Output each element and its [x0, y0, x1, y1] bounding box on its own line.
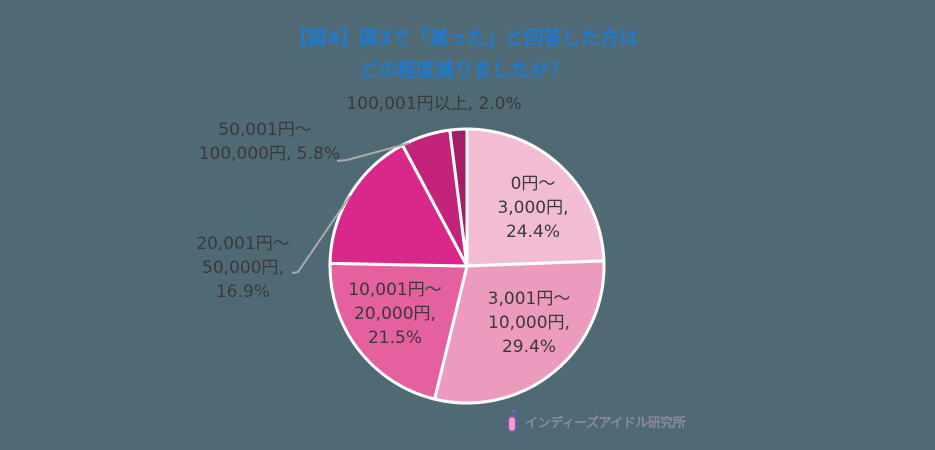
label-line: 100,000円, 5.8%	[198, 144, 340, 164]
label-line: 16.9%	[215, 282, 270, 302]
logo-text: インディーズアイドル研究所	[525, 415, 686, 431]
source-logo: インディーズアイドル研究所	[505, 408, 686, 434]
label-line: 50,000円,	[202, 258, 284, 278]
chart-title-line-1: 【図4】図3で「減った」と回答した方は	[288, 27, 639, 49]
pie-slice-6	[448, 127, 469, 268]
idol-lab-logo-icon	[507, 409, 517, 433]
label-line: 3,001円～	[487, 289, 571, 309]
pie-slice-1	[465, 127, 606, 268]
label-line: 29.4%	[501, 337, 556, 357]
label-line: 20,000円,	[354, 304, 436, 324]
chart-title-line-2: どの程度減りましたか？	[358, 59, 568, 81]
leader-line-5-8	[336, 142, 411, 162]
leader-line-16-9	[291, 195, 351, 274]
label-line: 21.5%	[367, 328, 422, 348]
pie-slice-2	[433, 259, 606, 405]
data-label-slice-2: 3,001円～ 10,000円, 29.4%	[474, 287, 584, 359]
label-line: 3,000円,	[497, 198, 569, 218]
data-label-slice-4: 20,001円～ 50,000円, 16.9%	[188, 232, 298, 304]
label-line: 10,001円～	[348, 280, 442, 300]
data-label-slice-1: 0円～ 3,000円, 24.4%	[488, 172, 578, 244]
label-line: 20,001円～	[196, 234, 290, 254]
label-line: 100,001円以上, 2.0%	[346, 94, 522, 114]
label-line: 0円～	[510, 174, 556, 194]
pie-slice-4	[328, 143, 469, 268]
label-line: 24.4%	[505, 222, 560, 242]
data-label-slice-5: 50,001円～ 100,000円, 5.8%	[170, 118, 340, 166]
label-line: 10,000円,	[488, 313, 570, 333]
label-line: 50,001円～	[218, 120, 312, 140]
data-label-slice-3: 10,001円～ 20,000円, 21.5%	[340, 278, 450, 350]
pie-slice-3	[328, 261, 469, 401]
data-label-slice-6: 100,001円以上, 2.0%	[334, 92, 534, 116]
